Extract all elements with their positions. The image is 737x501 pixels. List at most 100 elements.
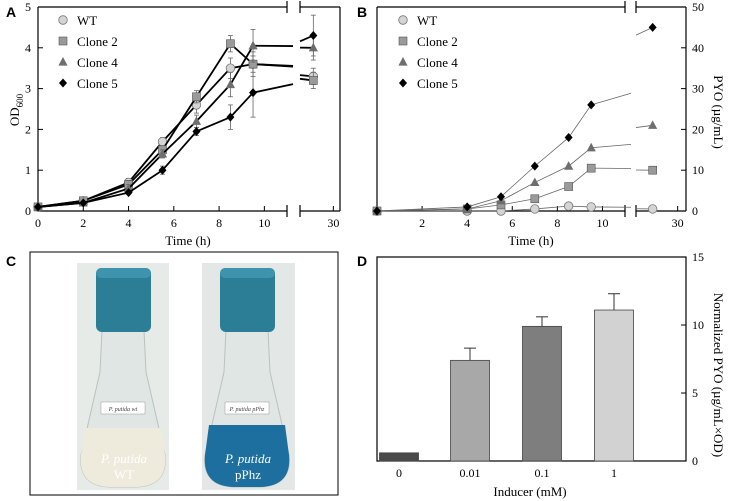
x-tick-label: 0.1 [535, 466, 550, 480]
series-line [37, 63, 254, 208]
flask-tape-label [100, 401, 146, 415]
x-tick-label: 6 [509, 216, 515, 230]
data-point [249, 88, 258, 98]
series-line-to-break [591, 143, 632, 149]
panel-a-series [33, 14, 319, 212]
panel-a-axes [37, 1, 341, 217]
flask-liquid [204, 425, 290, 487]
y-tick-label: 2 [25, 122, 31, 136]
y-tick-label: 5 [25, 0, 31, 14]
legend-marker [398, 15, 408, 25]
data-point [192, 92, 201, 102]
legend-marker [399, 78, 407, 88]
panel-d-ylabel: Normalized PYO (µg/mL×OD) [711, 293, 726, 457]
y-tick-label: 4 [25, 41, 31, 55]
bar-0.1 [522, 325, 562, 462]
y-tick-label: 50 [692, 0, 704, 14]
legend-marker [58, 15, 68, 25]
series-line [37, 45, 254, 208]
panel-c: C P. putida wt P. putida WT P. putida pP… [6, 251, 339, 496]
flask-cap-top [220, 268, 275, 278]
photo-frame [29, 251, 339, 496]
y-tick-label: 1 [25, 163, 31, 177]
panel-d-letter: D [357, 253, 367, 269]
panel-d-bars: 0 0.01 0.1 1 [379, 293, 634, 480]
x-tick-label: 8 [554, 216, 560, 230]
legend-label: Clone 4 [417, 55, 458, 70]
x-tick-label: 6 [171, 216, 177, 230]
data-point [586, 142, 596, 152]
y-tick-label: 10 [692, 163, 704, 177]
legend-label: Clone 2 [417, 34, 458, 49]
y-tick-label: 30 [692, 82, 704, 96]
x-tick-label: 30 [327, 216, 339, 230]
panel-d-xlabel: Inducer (mM) [493, 484, 566, 499]
legend-marker [398, 57, 408, 66]
legend-marker [58, 36, 68, 46]
legend-marker [59, 78, 67, 88]
data-point [647, 204, 658, 214]
legend-label: Clone 4 [77, 55, 118, 70]
panel-a-legend: WT Clone 2 Clone 4 Clone 5 [58, 13, 118, 91]
series-line-to-break [591, 92, 632, 106]
x-tick-label: 30 [672, 216, 684, 230]
panel-b-series [372, 22, 658, 216]
photo-flask-wt: P. putida wt P. putida WT [77, 263, 169, 490]
data-point [530, 204, 540, 214]
y-tick-label: 0 [692, 454, 698, 468]
data-point [192, 126, 201, 136]
x-tick-label: 0 [396, 466, 402, 480]
data-point [564, 182, 573, 191]
panel-b-letter: B [357, 4, 367, 20]
flask-liquid [80, 428, 166, 487]
series-line [37, 92, 254, 208]
flask-strain-label: P. putida [100, 451, 147, 466]
y-tick-label: 15 [692, 250, 704, 264]
photo-flask-pphz: P. putida pPhz P. putida pPhz [202, 263, 295, 490]
data-point [564, 161, 574, 170]
data-point [124, 188, 133, 198]
data-point [225, 79, 236, 89]
data-point [586, 163, 596, 173]
data-point [373, 206, 381, 216]
panel-a-ylabel: OD600 [7, 93, 25, 126]
data-point [648, 165, 657, 175]
data-point [648, 22, 657, 32]
data-point [226, 112, 235, 122]
panel-b-ticks: 2 4 6 8 10 30 0 10 20 30 40 50 [419, 0, 704, 230]
data-point [648, 120, 658, 129]
x-tick-label: 0 [35, 216, 41, 230]
data-point [586, 202, 596, 212]
flask-variant-label: WT [114, 467, 134, 482]
flask-cap [96, 268, 151, 332]
legend-label: WT [77, 13, 97, 28]
data-point [530, 177, 540, 187]
series-clone-5 [373, 22, 657, 216]
legend-label: Clone 5 [417, 76, 458, 91]
flask-tape-label [224, 401, 270, 415]
panel-b-xlabel: Time (h) [508, 233, 553, 248]
y-tick-label: 20 [692, 122, 704, 136]
panel-d-ticks: 0 5 10 15 [681, 250, 704, 468]
data-point [191, 116, 202, 125]
series-line [376, 104, 592, 212]
data-point [225, 63, 236, 73]
y-tick-label: 10 [692, 318, 704, 332]
data-point [309, 76, 318, 85]
data-point [563, 201, 574, 211]
x-tick-label: 4 [126, 216, 132, 230]
flask-cap [220, 268, 275, 332]
data-point [564, 133, 573, 143]
panel-b-ylabel: PYO (µg/mL) [711, 75, 726, 149]
data-point [158, 165, 167, 175]
y-tick-label: 5 [692, 386, 698, 400]
panel-c-letter: C [6, 253, 16, 269]
data-point [248, 40, 258, 50]
series-line [376, 147, 592, 212]
x-tick-label: 8 [216, 216, 222, 230]
series-line-to-break [252, 83, 294, 94]
series-clone-4 [372, 120, 658, 215]
panel-d: D 0 5 10 15 0 0.01 0.1 1 Inducer (mM) Normaliz… [357, 250, 726, 499]
x-tick-label: 10 [258, 216, 270, 230]
